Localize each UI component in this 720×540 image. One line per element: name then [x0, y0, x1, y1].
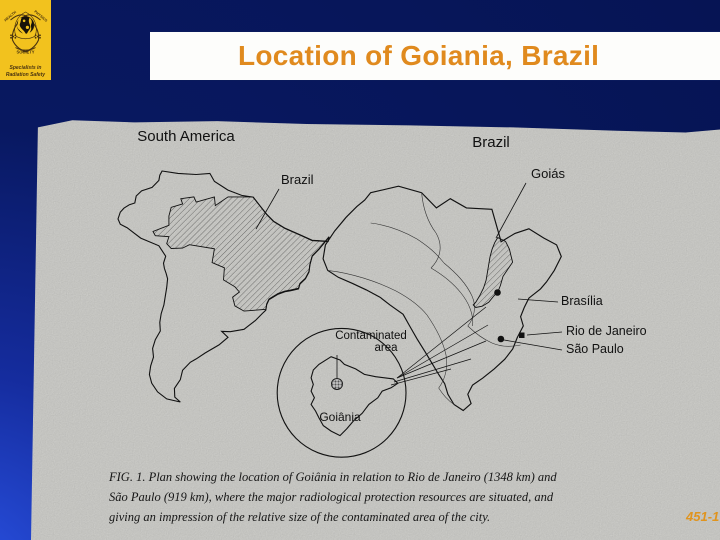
- svg-text:South America: South America: [137, 128, 235, 145]
- svg-text:Specialists in: Specialists in: [10, 65, 42, 71]
- svg-text:Radiation Safety: Radiation Safety: [6, 72, 45, 78]
- svg-text:Rio de Janeiro: Rio de Janeiro: [566, 324, 647, 338]
- svg-text:giving an impression of the re: giving an impression of the relative siz…: [109, 510, 490, 524]
- svg-text:SOCIETY: SOCIETY: [17, 50, 35, 55]
- svg-text:area: area: [374, 342, 398, 354]
- svg-text:São Paulo (919 km), where the: São Paulo (919 km), where the major radi…: [109, 490, 554, 504]
- svg-text:Goiânia: Goiânia: [319, 410, 361, 424]
- svg-text:Goiás: Goiás: [531, 166, 565, 181]
- svg-text:Brasília: Brasília: [561, 294, 603, 308]
- svg-text:São Paulo: São Paulo: [566, 342, 624, 356]
- svg-text:FIG. 1. Plan showing the loca: FIG. 1. Plan showing the location of Goi…: [108, 470, 557, 484]
- svg-text:Brazil: Brazil: [281, 172, 314, 187]
- svg-text:Contaminated: Contaminated: [335, 330, 407, 342]
- svg-text:451-1: 451-1: [685, 509, 719, 524]
- svg-text:Brazil: Brazil: [472, 134, 510, 151]
